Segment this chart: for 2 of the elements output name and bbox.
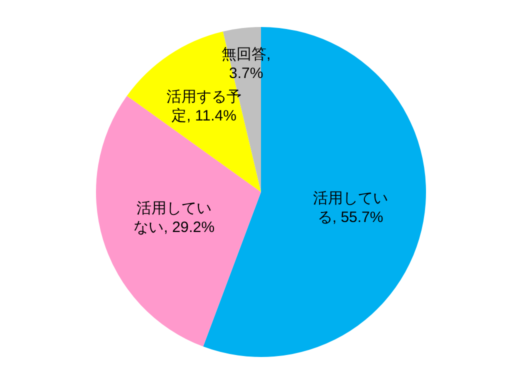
slice-label: 活用していない, 29.2% — [134, 200, 215, 236]
slice-label: 活用している, 55.7% — [312, 190, 388, 226]
